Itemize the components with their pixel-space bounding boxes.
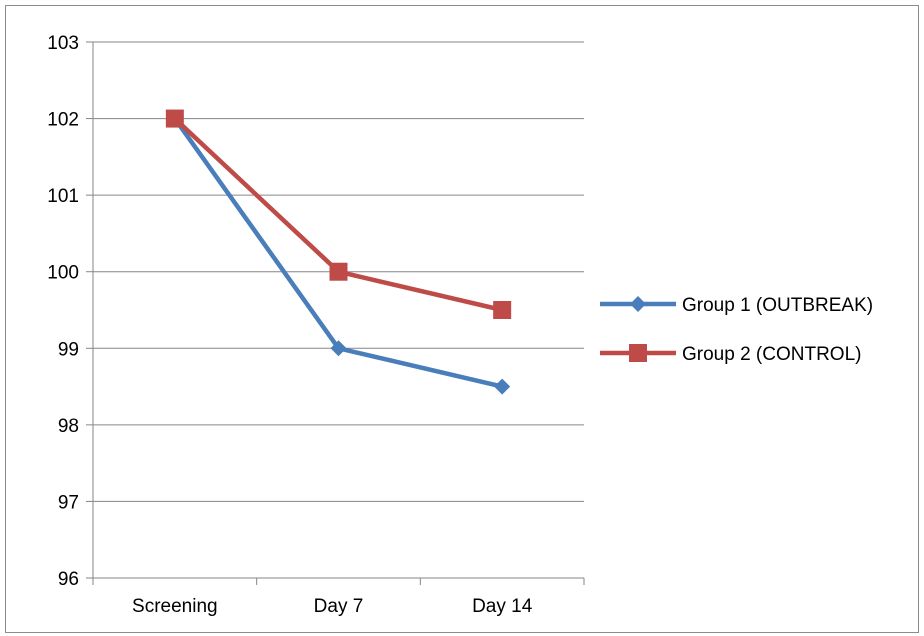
data-point	[329, 262, 348, 281]
y-tick-label: 96	[58, 569, 79, 590]
legend-marker	[629, 344, 647, 362]
legend: Group 1 (OUTBREAK) Group 2 (CONTROL)	[600, 295, 873, 365]
x-tick-label: Day 7	[314, 596, 364, 617]
y-tick-label: 102	[47, 110, 79, 131]
legend-label: Group 2 (CONTROL)	[682, 344, 861, 365]
legend-item: Group 2 (CONTROL)	[600, 344, 861, 365]
y-axis-ticks: 96 97 98 99 100 101 102 103	[47, 33, 93, 590]
series-2	[165, 109, 512, 319]
y-tick-label: 97	[58, 492, 79, 513]
chart-frame	[5, 5, 919, 633]
y-tick-label: 99	[58, 339, 79, 360]
x-axis-ticks: Screening Day 7 Day 14	[92, 578, 585, 617]
legend-label: Group 1 (OUTBREAK)	[682, 295, 873, 316]
legend-marker	[630, 296, 646, 312]
y-tick-label: 100	[47, 263, 79, 284]
data-point	[494, 378, 511, 395]
data-point	[493, 301, 512, 319]
series-1	[166, 110, 511, 395]
data-point	[330, 340, 347, 357]
series-line	[172, 116, 505, 313]
x-tick-label: Screening	[132, 596, 218, 617]
axes	[92, 42, 584, 579]
series-layer	[165, 109, 512, 395]
data-point	[165, 109, 184, 128]
gridlines	[93, 41, 584, 502]
legend-item: Group 1 (OUTBREAK)	[600, 295, 873, 316]
y-tick-label: 101	[47, 186, 79, 207]
x-tick-label: Day 14	[472, 596, 533, 617]
y-tick-label: 98	[58, 416, 79, 437]
y-tick-label: 103	[47, 33, 79, 54]
